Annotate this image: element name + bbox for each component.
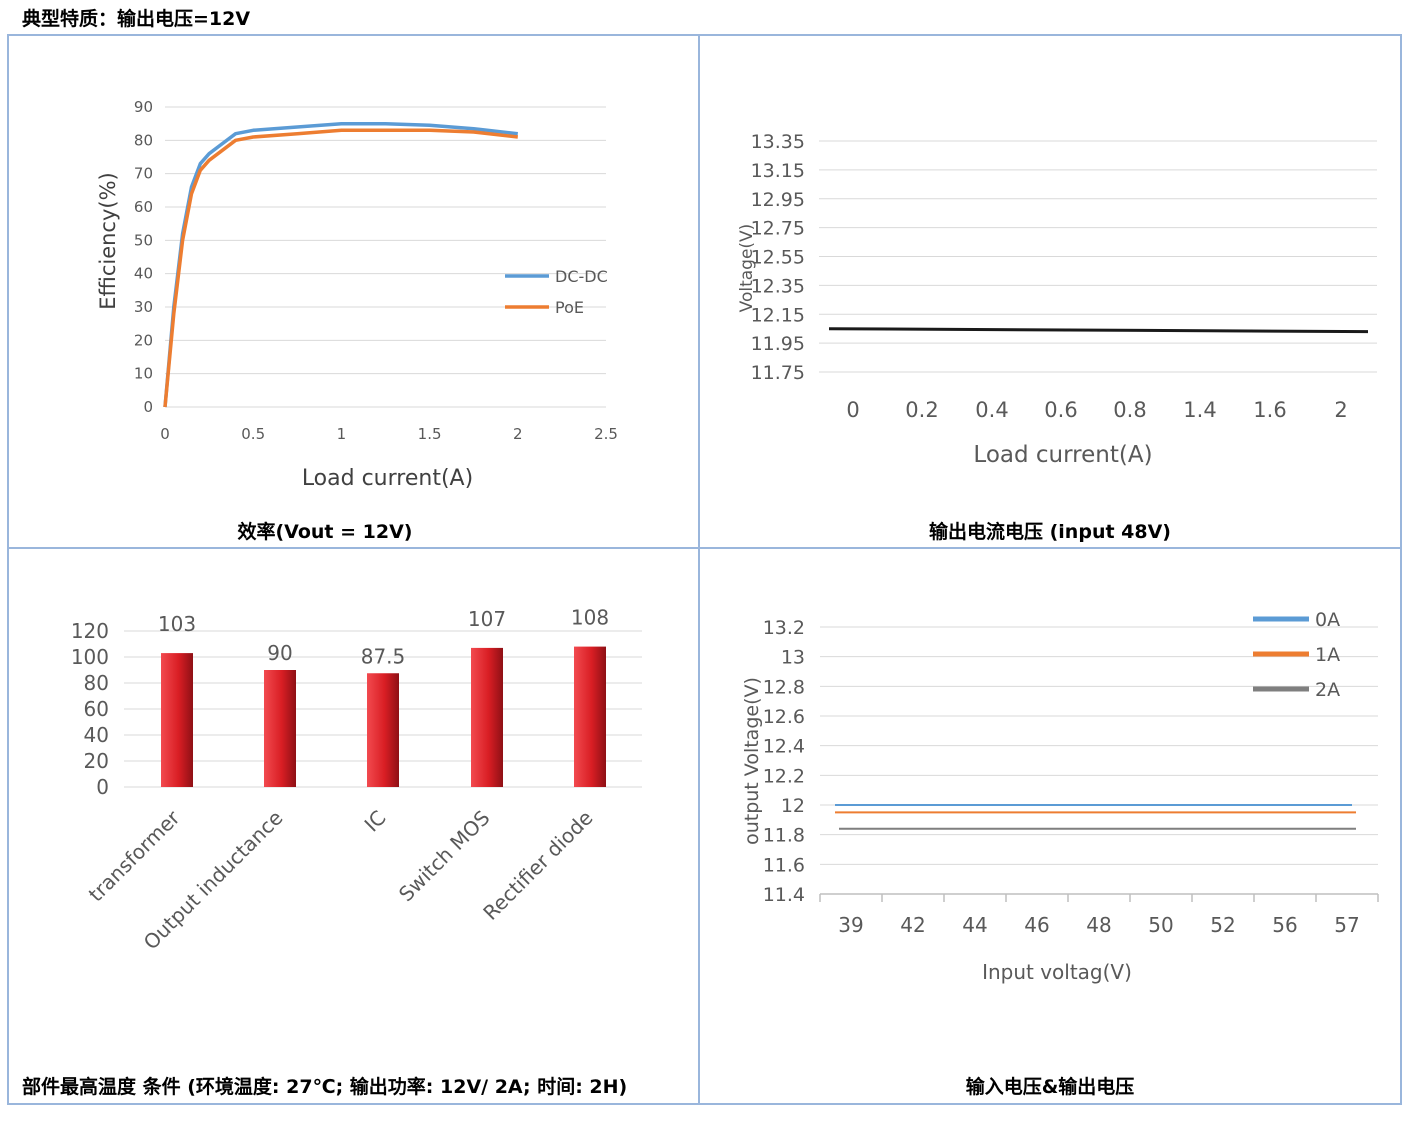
y-tick-label: 80 <box>84 671 109 695</box>
x-tick-label: 56 <box>1272 913 1297 937</box>
legend-label: 1A <box>1315 644 1340 666</box>
y-tick-label: 13 <box>781 647 805 669</box>
bar-ic <box>367 673 399 787</box>
legend-label: 2A <box>1315 679 1340 701</box>
x-tick-label: 1.6 <box>1253 398 1286 422</box>
y-tick-label: 20 <box>84 749 109 773</box>
x-tick-label: 1.4 <box>1183 398 1216 422</box>
x-tick-label: 0.8 <box>1113 398 1146 422</box>
data-label: 103 <box>158 612 196 636</box>
y-tick-label: 11.75 <box>751 362 805 384</box>
x-tick-label: 0 <box>160 425 170 443</box>
bar-output-inductance <box>264 670 296 787</box>
series-line-dc-dc <box>163 121 518 408</box>
x-tick-label: 0.5 <box>241 425 265 443</box>
data-label: 108 <box>571 606 609 630</box>
y-tick-label: 12 <box>781 795 805 817</box>
x-axis-label: Input voltag(V) <box>982 960 1132 984</box>
y-tick-label: 60 <box>84 697 109 721</box>
panel-divider-horizontal <box>7 547 1402 549</box>
output-voltage-vs-load-chart: 11.75 11.95 12.15 12.35 12.55 12.75 12.95 13.15… <box>737 131 1377 468</box>
y-tick-label: 12.75 <box>751 218 805 240</box>
x-tick-label: IC <box>360 806 391 837</box>
data-label: 107 <box>468 607 506 631</box>
x-tick-label: 0 <box>846 398 859 422</box>
bar-switch-mos <box>471 647 503 787</box>
panel-grid-frame <box>7 34 1402 1105</box>
y-tick-label: 12.95 <box>751 189 805 211</box>
x-tick-label: 39 <box>838 913 863 937</box>
x-tick-label: 1.5 <box>418 425 442 443</box>
y-tick-label: 10 <box>134 365 153 383</box>
x-tick-label: 46 <box>1024 913 1049 937</box>
x-tick-label: 0.6 <box>1044 398 1077 422</box>
y-tick-label: 60 <box>134 198 153 216</box>
x-tick-label: 42 <box>900 913 925 937</box>
panel-divider-vertical <box>698 34 700 1105</box>
legend-label: PoE <box>555 298 584 317</box>
bar-rectifier-diode <box>574 646 606 787</box>
y-tick-label: 12.35 <box>751 275 805 297</box>
series-line-poe <box>163 128 518 408</box>
caption-efficiency: 效率(Vout = 12V) <box>237 521 413 543</box>
page-title: 典型特质：输出电压=12V <box>22 8 251 30</box>
y-tick-label: 12.55 <box>751 247 805 269</box>
y-tick-label: 90 <box>134 98 153 116</box>
x-tick-label: 52 <box>1210 913 1235 937</box>
y-tick-label: 120 <box>71 619 109 643</box>
x-tick-label: 0.4 <box>975 398 1008 422</box>
y-tick-label: 11.6 <box>763 854 805 876</box>
y-tick-label: 13.35 <box>751 131 805 153</box>
x-tick-label: 2.5 <box>594 425 618 443</box>
y-tick-label: 70 <box>134 165 153 183</box>
input-vs-output-voltage-chart: 11.4 11.6 11.8 12 12.2 12.4 12.6 12.8 13 13.2 39 42… <box>741 609 1379 984</box>
y-tick-label: 100 <box>71 645 109 669</box>
series-line <box>828 327 1369 334</box>
y-tick-label: 12.4 <box>763 736 805 758</box>
x-tick-label: 0.2 <box>905 398 938 422</box>
x-tick-label: 48 <box>1086 913 1111 937</box>
x-tick-label: transformer <box>84 805 185 906</box>
caption-input-output-voltage: 输入电压&输出电压 <box>965 1076 1135 1098</box>
y-tick-label: 0 <box>96 775 109 799</box>
y-tick-label: 12.15 <box>751 304 805 326</box>
y-tick-label: 0 <box>143 398 153 416</box>
x-tick-label: 2 <box>1334 398 1347 422</box>
y-tick-label: 20 <box>134 331 153 349</box>
y-tick-label: 13.15 <box>751 160 805 182</box>
x-tick-label: 50 <box>1148 913 1173 937</box>
y-tick-label: 13.2 <box>763 617 805 639</box>
y-axis-label: output Voltage(V) <box>741 677 763 845</box>
y-axis-label: Efficiency(%) <box>96 172 120 310</box>
efficiency-chart: 0 10 20 30 40 50 60 70 80 90 0 0.5 1 1.5 2 2.5 Load curr… <box>96 98 618 491</box>
y-tick-label: 12.2 <box>763 765 805 787</box>
legend-label: DC-DC <box>555 267 608 286</box>
bar-transformer <box>161 653 193 787</box>
y-axis-label: Voltage(V) <box>737 224 757 313</box>
x-tick-label: 57 <box>1334 913 1359 937</box>
y-tick-label: 11.95 <box>751 333 805 355</box>
y-tick-label: 11.8 <box>763 825 805 847</box>
x-tick-label: Switch MOS <box>394 806 495 907</box>
x-axis-label: Load current(A) <box>973 442 1152 468</box>
x-tick-label: 2 <box>513 425 523 443</box>
caption-output-current-voltage: 输出电流电压 (input 48V) <box>929 521 1171 543</box>
x-tick-label: Rectifier diode <box>478 806 597 925</box>
y-tick-label: 11.4 <box>763 884 805 906</box>
y-tick-label: 30 <box>134 298 153 316</box>
y-tick-label: 80 <box>134 131 153 149</box>
y-tick-label: 12.6 <box>763 706 805 728</box>
data-label: 87.5 <box>361 644 406 668</box>
caption-component-temperature: 部件最高温度 条件 (环境温度: 27℃; 输出功率: 12V/ 2A; 时间:… <box>22 1076 628 1098</box>
data-label: 90 <box>267 641 292 665</box>
x-axis-label: Load current(A) <box>302 466 473 491</box>
y-tick-label: 40 <box>134 265 153 283</box>
y-tick-label: 50 <box>134 231 153 249</box>
x-tick-label: 44 <box>962 913 987 937</box>
legend-label: 0A <box>1315 609 1340 631</box>
x-tick-label: 1 <box>337 425 347 443</box>
y-tick-label: 12.8 <box>763 676 805 698</box>
y-tick-label: 40 <box>84 723 109 747</box>
